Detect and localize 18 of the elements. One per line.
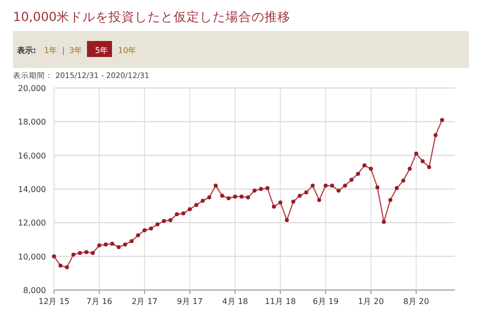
y-tick-label: 8,000 bbox=[23, 286, 46, 295]
y-tick-label: 18,000 bbox=[18, 118, 46, 127]
x-tick-label: 1月 20 bbox=[358, 297, 384, 306]
y-tick-label: 16,000 bbox=[18, 151, 46, 160]
controls: 表示: 1年 | 3年 5年 10年 bbox=[13, 31, 469, 68]
y-tick-label: 12,000 bbox=[18, 218, 46, 228]
x-tick-label: 8月 20 bbox=[403, 297, 430, 306]
y-tick-label: 10,000 bbox=[18, 252, 46, 262]
x-tick-label: 11月 18 bbox=[264, 297, 296, 306]
x-tick-label: 7月 16 bbox=[86, 297, 112, 306]
x-tick-label: 9月 17 bbox=[176, 297, 203, 306]
x-tick-label: 6月 19 bbox=[312, 297, 339, 306]
x-tick-label: 4月 18 bbox=[222, 297, 248, 306]
y-tick-label: 20,000 bbox=[18, 84, 46, 93]
x-tick-label: 12月 15 bbox=[38, 297, 70, 306]
x-tick-label: 2月 17 bbox=[132, 297, 158, 306]
chart-title: 10,000米ドルを投資したと仮定した場合の推移 bbox=[13, 9, 291, 24]
y-tick-label: 14,000 bbox=[18, 185, 46, 194]
